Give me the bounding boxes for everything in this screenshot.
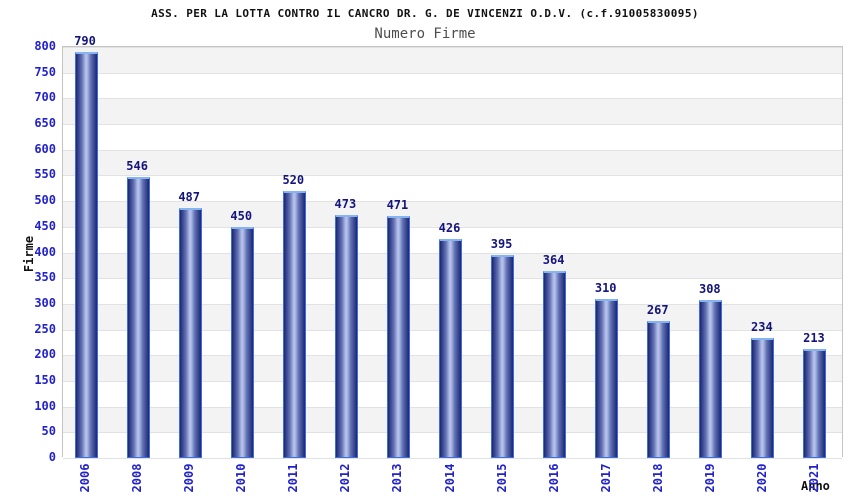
bar-value-label: 790 xyxy=(74,34,96,49)
x-tick-label: 2016 xyxy=(546,463,561,493)
bar xyxy=(595,298,619,458)
plot-band xyxy=(63,72,842,99)
gridline xyxy=(63,175,842,176)
bar xyxy=(230,226,254,458)
plot-band xyxy=(63,175,842,202)
x-tick-label: 2019 xyxy=(702,463,717,493)
x-tick-label: 2010 xyxy=(234,463,249,493)
x-tick-label: 2006 xyxy=(78,463,93,493)
chart-title: ASS. PER LA LOTTA CONTRO IL CANCRO DR. G… xyxy=(151,7,699,20)
bar xyxy=(647,320,671,458)
x-axis-label: Anno xyxy=(801,479,830,493)
y-tick-label: 550 xyxy=(34,167,56,182)
bar-value-label: 267 xyxy=(646,302,669,317)
plot-band xyxy=(63,149,842,176)
bar-value-label: 487 xyxy=(178,189,200,204)
y-tick-label: 500 xyxy=(34,193,56,208)
gridline xyxy=(63,227,842,228)
gridline xyxy=(63,47,842,48)
x-tick-label: 2014 xyxy=(442,463,457,493)
bar-value-label: 395 xyxy=(490,237,513,252)
chart-subtitle: Numero Firme xyxy=(374,26,476,42)
bar-value-label: 473 xyxy=(334,196,357,211)
gridline xyxy=(63,201,842,202)
bar-value-label: 546 xyxy=(126,159,148,174)
bar-value-label: 450 xyxy=(230,208,253,223)
bar xyxy=(126,177,150,458)
y-tick-label: 100 xyxy=(34,398,56,413)
y-tick-label: 750 xyxy=(34,64,56,79)
y-tick-label: 50 xyxy=(41,424,56,439)
y-tick-label: 300 xyxy=(34,295,56,310)
bar-value-label: 471 xyxy=(386,198,409,213)
y-tick-label: 250 xyxy=(34,321,56,336)
y-tick-label: 700 xyxy=(34,90,56,105)
y-tick-label: 600 xyxy=(34,141,56,156)
bar-value-label: 234 xyxy=(751,319,773,334)
bar xyxy=(178,207,202,458)
x-tick-label: 2009 xyxy=(182,463,197,493)
bar-value-label: 310 xyxy=(594,280,617,295)
x-tick-label: 2012 xyxy=(338,463,353,493)
x-tick-label: 2017 xyxy=(598,463,613,493)
plot-band xyxy=(63,98,842,125)
bar xyxy=(803,348,827,458)
bar xyxy=(439,239,462,458)
y-tick-label: 0 xyxy=(48,450,56,464)
x-tick-label: 2008 xyxy=(130,463,145,493)
bar-value-label: 308 xyxy=(698,281,721,296)
x-tick-label: 2013 xyxy=(390,463,405,493)
gridline xyxy=(63,124,842,125)
bar xyxy=(699,299,723,458)
plot-band xyxy=(63,124,842,150)
bar-value-label: 364 xyxy=(542,252,565,267)
gridline xyxy=(63,98,842,99)
x-tick-label: 2015 xyxy=(494,463,509,493)
y-tick-label: 800 xyxy=(34,39,56,53)
plot-band xyxy=(63,47,842,73)
bar xyxy=(282,190,306,458)
gridline xyxy=(63,150,842,151)
gridline xyxy=(63,73,842,74)
bar xyxy=(334,214,358,458)
bar xyxy=(491,255,515,458)
bar xyxy=(74,52,98,458)
bar-value-label: 213 xyxy=(803,330,825,345)
y-tick-label: 350 xyxy=(34,270,56,285)
bar xyxy=(386,216,410,458)
y-tick-label: 150 xyxy=(34,372,56,387)
gridline xyxy=(63,458,842,459)
bar-value-label: 520 xyxy=(282,172,305,187)
y-tick-label: 450 xyxy=(34,218,56,233)
x-tick-label: 2020 xyxy=(754,463,769,493)
bar xyxy=(543,270,567,458)
plot-area xyxy=(62,46,843,459)
x-tick-label: 2021 xyxy=(806,463,821,493)
bar-value-label: 426 xyxy=(438,221,461,236)
y-tick-label: 200 xyxy=(34,347,56,362)
x-tick-label: 2018 xyxy=(650,463,665,493)
x-tick-label: 2011 xyxy=(286,463,301,493)
y-tick-label: 650 xyxy=(34,116,56,131)
bar xyxy=(751,337,775,458)
y-tick-label: 400 xyxy=(34,244,56,259)
